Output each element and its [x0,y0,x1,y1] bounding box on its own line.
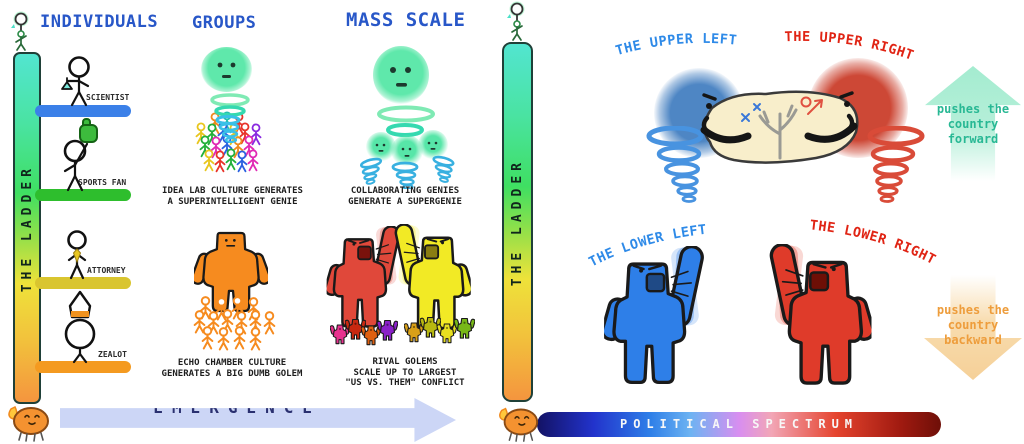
backward-line2: country [947,318,999,332]
rung-sports-fan [35,189,131,201]
caption-idea-lab-line1: IDEA LAB CULTURE GENERATES [162,186,303,196]
primitive-mind-creature-left [8,405,49,442]
upper-right-genie-spiral [867,126,925,203]
attorney-figure [67,230,87,280]
sports-fan-figure [63,118,98,192]
upper-left-genie-spiral [646,126,704,203]
rung-label-attorney: ATTORNEY [87,266,126,275]
rival-mini-golems-left [330,318,398,346]
primitive-mind-creature-right [499,407,539,442]
lower-left-golem [600,246,715,398]
pushes-forward-text: pushes the country forward [925,102,1021,147]
group-genie-face [217,62,236,78]
pushes-backward-text: pushes the country backward [924,303,1022,348]
rung-label-sports-fan: SPORTS FAN [78,178,127,187]
ladder-right-label: THE LADDER [510,157,525,287]
supergenie-head [373,46,429,104]
political-spectrum-label: POLITICAL SPECTRUM [619,417,859,431]
group-genie-spiral [210,93,250,144]
backward-line3: backward [944,333,1002,347]
emergence-arrow: EMERGENCE [60,398,456,442]
rival-mini-golems-right [404,316,475,344]
caption-idea-lab-line2: A SUPERINTELLIGENT GENIE [167,196,298,207]
higher-self-icon-right [507,1,525,41]
caption-echo-chamber: ECHO CHAMBER CULTURE GENERATES A BIG DUM… [132,358,332,379]
lower-right-label-arc: THE LOWER RIGHT [809,218,938,268]
caption-rival-line2: SCALE UP TO LARGEST [353,367,457,378]
caption-rival-golems: RIVAL GOLEMS SCALE UP TO LARGEST "US VS.… [325,357,485,389]
upper-left-label-arc: THE UPPER LEFT [614,31,738,59]
ladder-left-label: THE LADDER [19,163,35,293]
collaborating-genies [359,105,455,189]
caption-idea-lab: IDEA LAB CULTURE GENERATES A SUPERINTELL… [135,186,330,207]
higher-self-icon [11,11,29,51]
caption-collaborating-line2: GENERATE A SUPERGENIE [348,196,462,207]
echo-chamber-crowd [193,296,276,351]
idea-lab-crowd [195,93,262,173]
ladder-left: THE LADDER [13,52,41,404]
country-map [700,90,859,164]
ladder-right: THE LADDER [502,42,533,402]
caption-echo-line1: ECHO CHAMBER CULTURE [177,358,287,368]
upper-left-genie-face [701,93,717,136]
lower-right-golem [758,244,876,399]
rung-label-zealot: ZEALOT [98,350,127,359]
caption-collaborating-line1: COLLABORATING GENIES [350,186,460,196]
column-header-individuals: INDIVIDUALS [40,12,159,32]
political-spectrum-bar: POLITICAL SPECTRUM [537,412,941,437]
rung-attorney [35,277,131,289]
column-header-mass-scale: MASS SCALE [346,9,466,31]
rung-label-scientist: SCIENTIST [86,93,130,102]
caption-rival-line1: RIVAL GOLEMS [372,357,438,367]
column-header-groups: GROUPS [192,13,257,33]
rung-scientist [35,105,131,117]
caption-collaborating: COLLABORATING GENIES GENERATE A SUPERGEN… [310,186,500,207]
upper-left-label: THE UPPER LEFT [614,31,737,59]
upper-right-genie-face [839,91,855,134]
supergenie-face [390,67,411,87]
caption-echo-line2: GENERATES A BIG DUMB GOLEM [161,368,303,379]
emergence-label: EMERGENCE [153,398,322,417]
collab-spirals [359,155,455,189]
backward-line1: pushes the [936,303,1010,317]
group-genie-head [201,47,252,92]
scientist-figure [61,56,90,107]
zealot-figure [64,290,96,364]
forward-line2: country [947,117,999,131]
forward-line3: forward [947,132,999,146]
svg-text:THE UPPER LEFT: THE UPPER LEFT [614,31,738,59]
forward-line1: pushes the [936,102,1010,116]
caption-rival-line3: "US VS. THEM" CONFLICT [345,378,465,388]
rung-zealot [35,361,131,373]
